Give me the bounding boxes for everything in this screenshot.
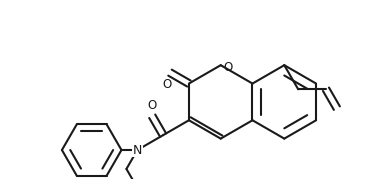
Text: O: O [163,78,172,91]
Text: N: N [133,143,142,157]
Text: O: O [224,61,233,74]
Text: O: O [147,99,157,112]
